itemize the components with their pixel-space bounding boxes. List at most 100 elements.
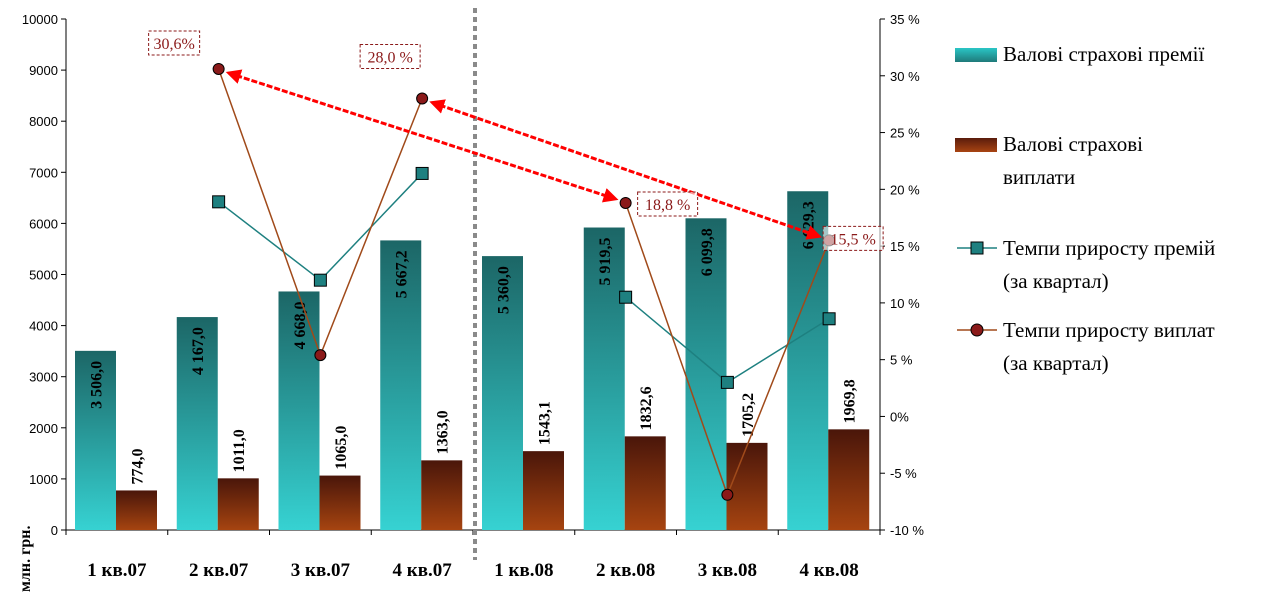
y-tick-label: 10000 (22, 12, 58, 27)
x-category-label: 1 кв.08 (494, 560, 553, 581)
bar-premiums (380, 240, 422, 531)
premium-growth-point (415, 166, 429, 180)
annotation-box (822, 225, 884, 251)
bar-premiums (75, 350, 116, 530)
y2-tick-label: 25 % (890, 126, 920, 141)
bar-label-premiums: 5 919,5 (597, 238, 614, 286)
bar-label-payments: 1543,1 (537, 401, 554, 445)
annotation-box (148, 30, 201, 56)
bar-premiums (482, 256, 523, 530)
bar-label-premiums: 5 360,0 (496, 266, 513, 314)
bar-premiums (787, 191, 829, 530)
bar-payments (217, 478, 259, 530)
bar-payments (523, 451, 564, 530)
y2-tick-label: 30 % (890, 69, 920, 84)
bar-label-payments: 1065,0 (333, 426, 350, 470)
legend-marker-payment-growth (957, 323, 997, 337)
y2-tick-label: -10 % (890, 523, 924, 538)
bar-premiums (685, 218, 727, 530)
comparison-arrow (225, 69, 619, 203)
premium-growth-point (822, 312, 836, 326)
bar-label-premiums: 6 099,8 (699, 228, 716, 276)
legend-item-payments: Валові страхові виплати (955, 128, 1203, 228)
annotation-label: 15,5 % (830, 231, 875, 248)
payment-growth-point (416, 92, 429, 105)
bar-payments (726, 442, 768, 530)
y-tick-label: 2000 (29, 421, 58, 436)
premium-growth-point (212, 195, 226, 209)
legend-label-premium-growth: Темпи приросту премій (за квартал) (1003, 236, 1216, 293)
y2-tick-label: 35 % (890, 12, 920, 27)
bar-payments (624, 436, 666, 530)
legend-marker-premium-growth (957, 241, 997, 255)
y-tick-label: 8000 (29, 114, 58, 129)
legend-item-premiums: Валові страхові премії (955, 38, 1255, 88)
payment-growth-point (619, 196, 632, 209)
x-category-label: 2 кв.07 (189, 560, 249, 581)
payment-growth-point (721, 488, 734, 501)
legend: Валові страхові премії Валові страхові в… (955, 38, 1255, 380)
legend-item-payment-growth: Темпи приросту виплат (за квартал) (955, 314, 1233, 380)
bar-label-premiums: 6 629,3 (801, 201, 818, 249)
premium-growth-point (313, 273, 327, 287)
y-tick-label: 1000 (29, 472, 58, 487)
bar-label-premiums: 5 667,2 (394, 250, 411, 298)
payment-growth-point (314, 349, 327, 362)
y-tick-label: 6000 (29, 216, 58, 231)
annotation-label: 28,0 % (367, 49, 412, 66)
y-tick-label: 5000 (29, 268, 58, 283)
bar-label-payments: 1705,2 (740, 393, 757, 437)
bar-payments (828, 429, 870, 530)
y-axis-unit-label: млн. грн. (17, 526, 34, 592)
premium-growth-point (720, 375, 734, 389)
annotation-label: 30,6% (153, 36, 194, 53)
legend-item-premium-growth: Темпи приросту премій (за квартал) (955, 232, 1233, 302)
annotation-label: 18,8 % (645, 197, 690, 214)
payment-growth-point (212, 62, 225, 75)
comparison-arrow (429, 99, 822, 240)
x-category-label: 3 кв.07 (291, 560, 351, 581)
bar-label-premiums: 4 167,0 (190, 327, 207, 375)
y-tick-label: 9000 (29, 63, 58, 78)
y-tick-label: 4000 (29, 319, 58, 334)
bar-label-payments: 1363,0 (435, 410, 452, 454)
bar-label-premiums: 4 668,0 (292, 301, 309, 349)
x-category-label: 2 кв.08 (596, 560, 655, 581)
y2-tick-label: 0% (890, 409, 909, 424)
bar-label-payments: 774,0 (130, 448, 147, 484)
x-category-label: 3 кв.08 (698, 560, 757, 581)
y-tick-label: 3000 (29, 370, 58, 385)
annotations-layer: 30,6% 28,0 % 18,8 % 15,5 % (148, 30, 884, 251)
bar-premiums (176, 317, 218, 530)
annotation-box (359, 43, 421, 69)
bar-premiums (583, 227, 625, 530)
x-category-label: 1 кв.07 (87, 560, 147, 581)
x-category-label: 4 кв.08 (800, 560, 859, 581)
bar-payments (319, 475, 361, 530)
y-tick-label: 7000 (29, 165, 58, 180)
premium-growth-point (619, 290, 633, 304)
comparison-arrows (225, 69, 822, 240)
annotation-box (637, 191, 699, 217)
legend-label-payments: Валові страхові виплати (1003, 132, 1144, 189)
y-tick-label: 0 (51, 523, 58, 538)
bar-label-payments: 1969,8 (842, 379, 859, 423)
x-category-label: 4 кв.07 (393, 560, 453, 581)
x-axis-labels: 1 кв.07 2 кв.07 3 кв.07 4 кв.07 1 кв.08 2 кв.… (87, 560, 858, 581)
legend-label-premiums: Валові страхові премії (1003, 42, 1205, 66)
bar-payments (116, 490, 157, 530)
legend-label-payment-growth: Темпи приросту виплат (за квартал) (1003, 318, 1215, 375)
legend-swatch-premiums (955, 48, 997, 62)
bar-label-payments: 1832,6 (638, 386, 655, 430)
y-axis-right: -10 % -5 % 0% 5 % 10 % 15 % 20 % 25 % 30 % 35 % (879, 12, 924, 538)
y2-tick-label: 10 % (890, 296, 920, 311)
bar-label-premiums: 3 506,0 (89, 361, 106, 409)
y2-tick-label: 20 % (890, 182, 920, 197)
y2-tick-label: 15 % (890, 239, 920, 254)
y2-tick-label: -5 % (890, 466, 917, 481)
bar-label-payments: 1011,0 (231, 429, 248, 472)
bar-payments (421, 460, 463, 530)
bars-layer: 3 506,0 774,0 4 167,0 1011,0 4 668,0 1065,0 5 … (75, 191, 870, 531)
y2-tick-label: 5 % (890, 353, 913, 368)
